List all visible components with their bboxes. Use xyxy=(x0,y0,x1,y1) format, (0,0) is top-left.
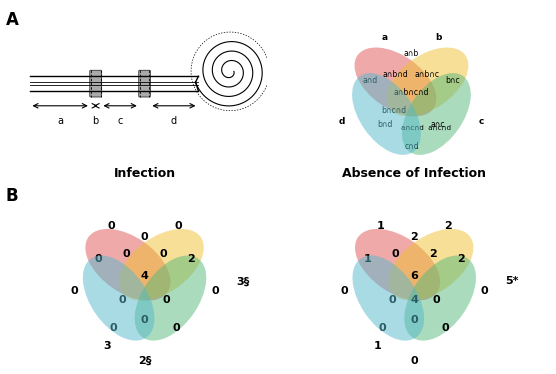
Text: a∩b∩c: a∩b∩c xyxy=(415,70,440,79)
Ellipse shape xyxy=(402,73,471,155)
Text: c: c xyxy=(117,116,123,126)
Ellipse shape xyxy=(388,229,474,301)
Text: 6: 6 xyxy=(410,271,418,281)
Text: 0: 0 xyxy=(392,249,400,258)
Text: b∩c∩d: b∩c∩d xyxy=(381,106,406,115)
Text: c∩d: c∩d xyxy=(404,141,419,151)
Text: 2: 2 xyxy=(429,249,436,258)
Text: 0: 0 xyxy=(172,323,180,333)
Text: 0: 0 xyxy=(442,323,449,333)
Text: a∩b∩c∩d: a∩b∩c∩d xyxy=(394,88,429,97)
Text: 0: 0 xyxy=(410,356,418,366)
Ellipse shape xyxy=(386,47,468,116)
Text: 0: 0 xyxy=(481,286,488,296)
Text: 0: 0 xyxy=(141,232,148,242)
Text: 2: 2 xyxy=(187,254,195,264)
Text: 0: 0 xyxy=(159,249,167,258)
Text: 1: 1 xyxy=(373,341,381,351)
Text: 4: 4 xyxy=(410,295,418,305)
Text: 3: 3 xyxy=(104,341,111,351)
Text: 0: 0 xyxy=(107,221,115,231)
Text: b: b xyxy=(435,33,441,42)
Text: 2: 2 xyxy=(456,254,464,264)
Text: d: d xyxy=(171,116,177,126)
FancyBboxPatch shape xyxy=(90,70,102,97)
Text: a∩b∩d: a∩b∩d xyxy=(383,70,408,79)
Text: 3§: 3§ xyxy=(236,276,250,286)
Text: a∩b: a∩b xyxy=(404,49,419,58)
Text: A: A xyxy=(6,11,18,29)
Ellipse shape xyxy=(352,73,421,155)
Text: b∩d: b∩d xyxy=(377,120,393,129)
Text: 0: 0 xyxy=(122,249,130,258)
Text: 0: 0 xyxy=(71,286,78,296)
Ellipse shape xyxy=(355,229,440,301)
Text: b∩c: b∩c xyxy=(445,76,460,85)
Text: 0: 0 xyxy=(340,286,348,296)
Ellipse shape xyxy=(355,47,436,116)
Text: 2: 2 xyxy=(410,232,418,242)
Text: 1: 1 xyxy=(364,254,372,264)
Text: 0: 0 xyxy=(174,221,182,231)
Ellipse shape xyxy=(118,229,204,301)
Text: 0: 0 xyxy=(433,295,440,305)
Text: 0: 0 xyxy=(388,295,396,305)
Text: a: a xyxy=(381,33,388,42)
Text: b: b xyxy=(92,116,99,126)
Text: 0: 0 xyxy=(141,315,148,325)
Ellipse shape xyxy=(83,255,155,341)
Text: 2: 2 xyxy=(444,221,451,231)
Ellipse shape xyxy=(135,255,206,341)
Text: 2§: 2§ xyxy=(138,356,151,366)
Text: 0: 0 xyxy=(211,286,219,296)
Text: a∩c∩d  a∩c∩d: a∩c∩d a∩c∩d xyxy=(401,125,451,131)
FancyBboxPatch shape xyxy=(138,70,151,97)
Ellipse shape xyxy=(404,255,476,341)
Title: Absence of Infection: Absence of Infection xyxy=(342,166,486,180)
Text: 4: 4 xyxy=(141,271,148,281)
Text: a∩c: a∩c xyxy=(431,120,445,129)
Text: 0: 0 xyxy=(110,323,117,333)
Text: c: c xyxy=(478,117,484,126)
Text: 0: 0 xyxy=(410,315,418,325)
Text: 1: 1 xyxy=(377,221,385,231)
Text: 5*: 5* xyxy=(505,276,519,286)
Text: B: B xyxy=(6,187,18,205)
Ellipse shape xyxy=(85,229,171,301)
Text: d: d xyxy=(339,117,345,126)
Text: a: a xyxy=(57,116,63,126)
Ellipse shape xyxy=(353,255,424,341)
Text: 0: 0 xyxy=(95,254,102,264)
Text: 0: 0 xyxy=(379,323,386,333)
Text: 0: 0 xyxy=(163,295,171,305)
Text: a∩d: a∩d xyxy=(363,76,378,85)
Title: Infection: Infection xyxy=(113,166,176,180)
Text: 0: 0 xyxy=(118,295,126,305)
